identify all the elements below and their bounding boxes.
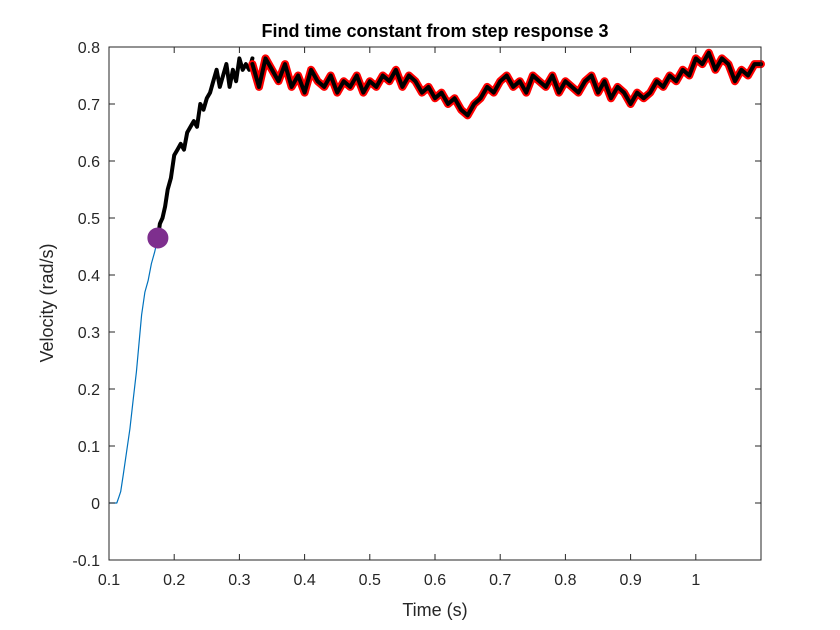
y-tick-label: 0.1 bbox=[78, 439, 100, 456]
y-axis: -0.1 0 0.1 0.2 0.3 0.4 0.5 0.6 0.7 0.8 bbox=[72, 40, 761, 570]
x-tick-label: 0.7 bbox=[489, 572, 511, 589]
marker-layer bbox=[147, 227, 169, 249]
y-tick-label: 0.6 bbox=[78, 154, 100, 171]
x-tick-label: 1 bbox=[691, 572, 700, 589]
response-line bbox=[155, 56, 255, 240]
raw-rise-line bbox=[109, 237, 159, 504]
x-tick-label: 0.2 bbox=[163, 572, 185, 589]
x-tick-label: 0.1 bbox=[98, 572, 120, 589]
y-tick-label: 0.5 bbox=[78, 211, 100, 228]
y-tick-label: 0.4 bbox=[78, 268, 100, 285]
y-tick-label: -0.1 bbox=[72, 553, 100, 570]
x-tick-label: 0.3 bbox=[228, 572, 250, 589]
y-tick-label: 0 bbox=[91, 496, 100, 513]
x-tick-label: 0.8 bbox=[554, 572, 576, 589]
x-tick-label: 0.5 bbox=[359, 572, 381, 589]
time-constant-marker bbox=[147, 227, 169, 249]
y-tick-label: 0.2 bbox=[78, 382, 100, 399]
y-tick-label: 0.8 bbox=[78, 40, 100, 57]
y-tick-label: 0.7 bbox=[78, 97, 100, 114]
x-tick-label: 0.6 bbox=[424, 572, 446, 589]
y-axis-label: Velocity (rad/s) bbox=[37, 243, 57, 362]
x-tick-label: 0.4 bbox=[293, 572, 315, 589]
steady-state-line bbox=[250, 50, 763, 118]
axes-background bbox=[109, 47, 761, 560]
series-layer bbox=[109, 48, 765, 504]
chart-title: Find time constant from step response 3 bbox=[261, 21, 608, 41]
x-axis: 0.1 0.2 0.3 0.4 0.5 0.6 0.7 0.8 0.9 1 bbox=[98, 47, 700, 589]
x-tick-label: 0.9 bbox=[619, 572, 641, 589]
x-axis-label: Time (s) bbox=[402, 600, 467, 620]
plot-area: 0.1 0.2 0.3 0.4 0.5 0.6 0.7 0.8 0.9 1 -0.1 0 0.1 0.2… bbox=[72, 40, 765, 589]
y-tick-label: 0.3 bbox=[78, 325, 100, 342]
